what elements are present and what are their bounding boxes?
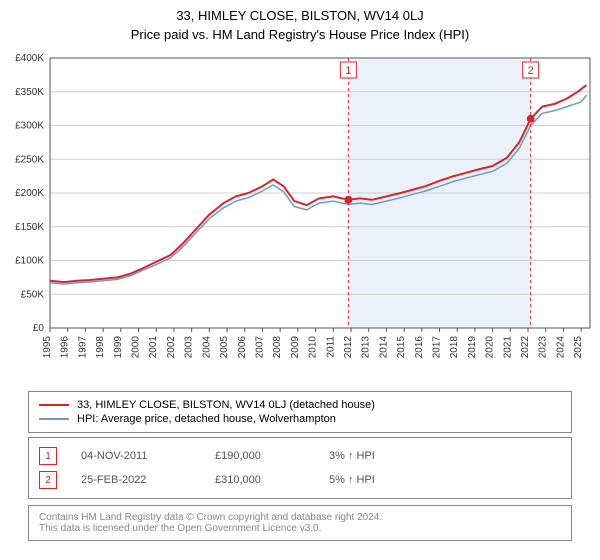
x-tick-label: 2010 — [308, 336, 319, 359]
x-tick-label: 2014 — [378, 336, 389, 359]
y-tick-label: £150K — [15, 222, 44, 233]
x-tick-label: 2009 — [290, 336, 301, 359]
legend-label: HPI: Average price, detached house, Wolv… — [77, 413, 336, 425]
x-tick-label: 2025 — [573, 336, 584, 359]
x-tick-label: 1997 — [77, 336, 88, 359]
x-tick-label: 1995 — [42, 336, 53, 359]
sale-marker-point — [344, 196, 352, 204]
sale-marker-point — [527, 115, 535, 123]
transactions-table: 1 04-NOV-2011 £190,000 3% ↑ HPI 2 25-FEB-2022… — [28, 437, 572, 499]
x-tick-label: 1996 — [60, 336, 71, 359]
x-tick-label: 2000 — [131, 336, 142, 359]
footer-attribution: Contains HM Land Registry data © Crown c… — [28, 505, 572, 541]
x-tick-label: 2006 — [237, 336, 248, 359]
legend-swatch — [39, 404, 69, 406]
x-tick-label: 2007 — [254, 336, 265, 359]
x-tick-label: 2012 — [343, 336, 354, 359]
transaction-marker-box: 2 — [39, 471, 57, 489]
x-tick-label: 2018 — [449, 336, 460, 359]
transaction-hpi: 3% ↑ HPI — [329, 450, 449, 462]
x-tick-label: 2004 — [201, 336, 212, 359]
y-tick-label: £0 — [33, 323, 45, 334]
transaction-price: £310,000 — [215, 474, 305, 486]
x-tick-label: 2023 — [538, 336, 549, 359]
sale-marker-id: 1 — [345, 65, 351, 77]
legend-swatch — [39, 418, 69, 420]
x-tick-label: 2016 — [414, 336, 425, 359]
y-tick-label: £250K — [15, 154, 44, 165]
transaction-row: 2 25-FEB-2022 £310,000 5% ↑ HPI — [39, 468, 561, 492]
legend: 33, HIMLEY CLOSE, BILSTON, WV14 0LJ (det… — [28, 391, 572, 433]
sale-marker-id: 2 — [528, 65, 534, 77]
x-tick-label: 1999 — [113, 336, 124, 359]
y-tick-label: £300K — [15, 121, 44, 132]
footer-line-1: Contains HM Land Registry data © Crown c… — [39, 512, 561, 523]
x-tick-label: 2005 — [219, 336, 230, 359]
y-tick-label: £400K — [15, 53, 44, 64]
transaction-hpi: 5% ↑ HPI — [329, 474, 449, 486]
transaction-marker-box: 1 — [39, 447, 57, 465]
x-tick-label: 2003 — [184, 336, 195, 359]
x-tick-label: 2017 — [432, 336, 443, 359]
y-tick-label: £350K — [15, 87, 44, 98]
chart-title: 33, HIMLEY CLOSE, BILSTON, WV14 0LJ — [0, 0, 600, 23]
x-tick-label: 1998 — [95, 336, 106, 359]
chart-subtitle: Price paid vs. HM Land Registry's House … — [0, 23, 600, 48]
footer-line-2: This data is licensed under the Open Gov… — [39, 523, 561, 534]
x-tick-label: 2008 — [272, 336, 283, 359]
transaction-date: 25-FEB-2022 — [81, 474, 191, 486]
x-tick-label: 2022 — [520, 336, 531, 359]
page: 33, HIMLEY CLOSE, BILSTON, WV14 0LJ Pric… — [0, 0, 600, 541]
x-tick-label: 2019 — [467, 336, 478, 359]
x-tick-label: 2001 — [148, 336, 159, 359]
y-tick-label: £50K — [21, 289, 45, 300]
y-tick-label: £100K — [15, 256, 44, 267]
x-tick-label: 2011 — [325, 336, 336, 358]
legend-item: HPI: Average price, detached house, Wolv… — [39, 412, 561, 426]
legend-label: 33, HIMLEY CLOSE, BILSTON, WV14 0LJ (det… — [77, 399, 375, 411]
x-tick-label: 2020 — [485, 336, 496, 359]
transaction-price: £190,000 — [215, 450, 305, 462]
y-tick-label: £200K — [15, 188, 44, 199]
chart: £0 £50K £100K £150K £200K £250K £300K £350K £400… — [0, 48, 600, 383]
x-tick-label: 2013 — [361, 336, 372, 359]
x-tick-label: 2015 — [396, 336, 407, 359]
x-tick-label: 2024 — [555, 336, 566, 359]
x-tick-label: 2002 — [166, 336, 177, 359]
x-tick-label: 2021 — [502, 336, 513, 359]
transaction-row: 1 04-NOV-2011 £190,000 3% ↑ HPI — [39, 444, 561, 468]
transaction-date: 04-NOV-2011 — [81, 450, 191, 462]
legend-item: 33, HIMLEY CLOSE, BILSTON, WV14 0LJ (det… — [39, 398, 561, 412]
